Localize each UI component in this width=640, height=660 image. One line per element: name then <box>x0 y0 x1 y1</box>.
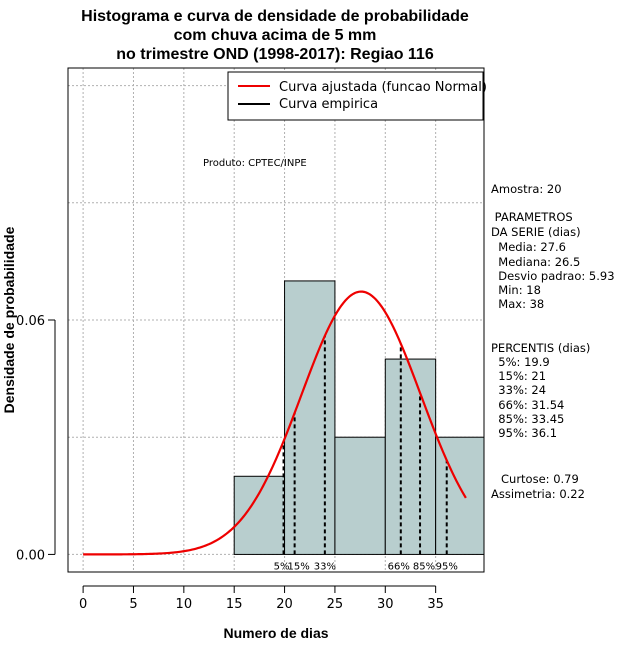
chart-title-line-3: no trimestre OND (1998-2017): Regiao 116 <box>116 46 434 63</box>
histogram-bar-2 <box>334 436 386 555</box>
stat-max: Max: 38 <box>491 297 544 311</box>
x-tick-label-35: 35 <box>427 597 444 612</box>
x-tick-label-10: 10 <box>176 597 193 612</box>
normal-curve-layer <box>83 290 467 556</box>
percentile-lines: 5%15% 33% 66% 85% 95% <box>274 335 458 572</box>
percentile-label-95pct: 95% <box>436 561 458 572</box>
x-tick-label-30: 30 <box>377 597 394 612</box>
percentile-label-33pct: 33% <box>314 561 336 572</box>
chart-title-line-1: Histograma e curva de densidade de proba… <box>81 8 469 25</box>
x-tick-label-25: 25 <box>327 597 344 612</box>
x-tick-label-20: 20 <box>276 597 293 612</box>
normal-fit-curve <box>83 290 467 556</box>
legend-label-empirical: Curva empirica <box>279 97 378 112</box>
stats-panel: Amostra: 20 PARAMETROS DA SERIE (dias) M… <box>491 182 615 501</box>
stat-p5: 5%: 19.9 <box>491 355 550 369</box>
y-tick-label-1: 0.06 <box>16 314 45 329</box>
stat-params-subheader: DA SERIE (dias) <box>491 225 581 239</box>
x-tick-label-15: 15 <box>226 597 243 612</box>
stat-min: Min: 18 <box>491 283 541 297</box>
histogram-bar-3 <box>384 358 437 555</box>
histogram-bar-0 <box>233 475 286 555</box>
x-axis-label: Numero de dias <box>223 625 328 641</box>
stat-p95: 95%: 36.1 <box>491 426 557 440</box>
histogram-bars <box>233 280 485 555</box>
stat-percentiles-header: PERCENTIS (dias) <box>491 341 590 355</box>
stat-p33: 33%: 24 <box>491 383 546 397</box>
stat-sample-size: Amostra: 20 <box>491 182 562 196</box>
stat-median: Mediana: 26.5 <box>491 255 580 269</box>
stat-params-header: PARAMETROS <box>491 210 573 224</box>
stat-std-dev: Desvio padrao: 5.93 <box>491 269 615 283</box>
stat-mean: Media: 27.6 <box>491 240 566 254</box>
legend: Curva ajustada (funcao Normal) Curva emp… <box>227 71 487 121</box>
product-note: Produto: CPTEC/INPE <box>203 158 307 169</box>
percentile-label-5pct: 5% <box>274 561 290 572</box>
stat-kurtosis: Curtose: 0.79 <box>501 472 579 486</box>
x-tick-label-5: 5 <box>129 597 137 612</box>
stat-p85: 85%: 33.45 <box>491 412 564 426</box>
chart-title-line-2: com chuva acima de 5 mm <box>174 27 377 44</box>
percentile-label-85pct: 85% <box>413 561 435 572</box>
percentile-label-15pct: 15% <box>288 561 310 572</box>
stat-p66: 66%: 31.54 <box>491 398 564 412</box>
stat-p15: 15%: 21 <box>491 369 546 383</box>
legend-label-normal-fit: Curva ajustada (funcao Normal) <box>279 80 487 95</box>
histogram-bar-4 <box>435 436 485 555</box>
y-tick-label-0: 0.00 <box>16 548 45 563</box>
x-tick-label-0: 0 <box>79 597 87 612</box>
axes: 0 5 10 15 20 25 30 35 0.00 0.06 <box>16 314 444 612</box>
stat-skewness: Assimetria: 0.22 <box>491 487 585 501</box>
legend-box <box>227 71 484 121</box>
plot-frame <box>67 67 485 573</box>
y-axis-label: Densidade de probabilidade <box>1 226 17 413</box>
percentile-label-66pct: 66% <box>388 561 410 572</box>
